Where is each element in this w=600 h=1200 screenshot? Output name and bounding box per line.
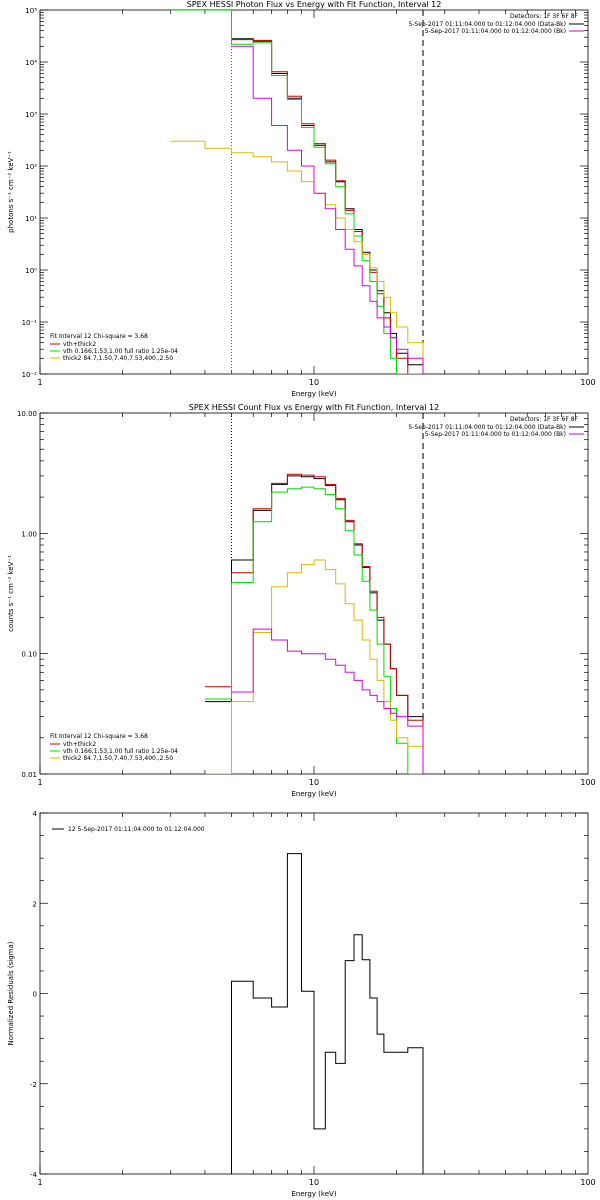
chart-0-x-axis-label: Energy (keV) xyxy=(291,390,336,398)
chart-1-y-tick-label: 1.00 xyxy=(21,530,37,538)
chart-0-y-tick-label: 10¹ xyxy=(25,215,37,223)
chart-0-legend-right-text: 5-Sep-2017 01:11:04.000 to 01:12:04.000 … xyxy=(425,28,566,35)
photon-flux-panel: SPEX HESSI Photon Flux vs Energy with Fi… xyxy=(7,0,596,398)
chart-1-y-tick-label: 0.10 xyxy=(21,651,37,659)
chart-0-y-tick-label: 10⁵ xyxy=(25,7,37,15)
chart-0-title: SPEX HESSI Photon Flux vs Energy with Fi… xyxy=(187,0,442,9)
chart-2-y-tick-label: -2 xyxy=(30,1081,37,1089)
chart-0-y-tick-label: 10³ xyxy=(25,111,37,119)
chart-0-series-green xyxy=(170,10,423,374)
chart-0-detectors-label: Detectors: 1F 3F 6F 8F xyxy=(510,13,579,20)
chart-0-x-tick-label: 10 xyxy=(309,378,319,387)
chart-1-y-axis-label: counts s⁻¹ cm⁻² keV⁻¹ xyxy=(7,555,15,632)
chart-0-legend-right-text: 5-Sep-2017 01:11:04.000 to 01:12:04.000 … xyxy=(408,21,566,28)
chart-1-legend-left-text: vth+thick2 xyxy=(63,741,96,748)
chart-2-legend-text: 12 5-Sep-2017 01:11:04.000 to 01:12:04.0… xyxy=(68,826,205,833)
chart-0-series-black xyxy=(170,10,424,374)
chart-0-series-yellow xyxy=(170,140,424,374)
chart-1-legend-left-text: vth 0.166,1.53,1.00 full ratio 1.25e-04 xyxy=(63,748,178,755)
chart-0-y-tick-label: 10⁴ xyxy=(25,59,37,67)
chart-2-y-axis-label: Normalized Residuals (sigma) xyxy=(7,941,15,1045)
chart-1-x-tick-label: 100 xyxy=(580,778,595,787)
chart-2-y-tick-label: 4 xyxy=(33,810,38,818)
chart-1-y-tick-label: 0.01 xyxy=(21,771,37,779)
chart-1-series-black xyxy=(205,475,424,774)
chart-1-y-tick-label: 10.00 xyxy=(17,410,37,418)
chart-2-y-tick-label: 2 xyxy=(33,900,37,908)
chart-1-legend-left-text: thick2 84.7,1.50,7.40,7.53,400.,2.50 xyxy=(63,755,173,762)
chart-1-series-yellow xyxy=(205,559,424,774)
chart-0-y-tick-label: 10² xyxy=(25,163,37,171)
chart-0-series-magenta xyxy=(231,45,424,374)
count-flux-panel: SPEX HESSI Count Flux vs Energy with Fit… xyxy=(7,403,596,798)
chart-0-series-red xyxy=(170,10,423,374)
chart-1-x-axis-label: Energy (keV) xyxy=(291,790,336,798)
chart-0-legend-left-text: thick2 84.7,1.50,7.40,7.53,400.,2.50 xyxy=(63,355,173,362)
chart-1-series-group xyxy=(205,473,424,774)
chart-0-y-tick-label: 10⁰ xyxy=(25,267,37,275)
chart-0-y-tick-label: 10⁻¹ xyxy=(22,319,38,327)
chart-1-x-tick-label: 10 xyxy=(309,778,319,787)
chart-2-y-tick-label: -4 xyxy=(30,1171,38,1179)
chart-2-series-black xyxy=(231,853,424,1174)
chart-1-series-red xyxy=(205,473,424,774)
chart-2-x-tick-label: 10 xyxy=(309,1178,319,1187)
chart-0-y-tick-label: 10⁻² xyxy=(22,371,38,379)
chart-0-x-tick-label: 1 xyxy=(37,378,42,387)
chart-1-x-tick-label: 1 xyxy=(37,778,42,787)
chart-2-series-group xyxy=(231,853,424,1174)
chart-1-legend-right-text: 5-Sep-2017 01:11:04.000 to 01:12:04.000 … xyxy=(425,431,566,438)
chart-0-x-tick-label: 100 xyxy=(580,378,595,387)
residuals-panel: 1 10 100 -4 -2 0 2 4 Energy (keV) Normalized Resi… xyxy=(7,810,596,1198)
chart-0-fit-interval-label: Fit Interval 12 Chi-square = 3.68 xyxy=(50,333,148,340)
chart-1-legend-right-text: 5-Sep-2017 01:11:04.000 to 01:12:04.000 … xyxy=(408,424,566,431)
chart-2-x-tick-label: 100 xyxy=(580,1178,595,1187)
chart-1-series-magenta xyxy=(231,628,424,774)
chart-1-fit-interval-label: Fit Interval 12 Chi-square = 3.68 xyxy=(50,733,148,740)
chart-0-legend-left-text: vth 0.166,1.53,1.00 full ratio 1.25e-04 xyxy=(63,348,178,355)
chart-1-plot-frame xyxy=(39,412,589,775)
chart-1-series-green xyxy=(205,486,423,774)
chart-2-x-axis-label: Energy (keV) xyxy=(291,1190,336,1198)
chart-2-y-tick-label: 0 xyxy=(33,991,37,999)
chart-2-x-tick-label: 1 xyxy=(37,1178,42,1187)
chart-1-title: SPEX HESSI Count Flux vs Energy with Fit… xyxy=(189,403,440,412)
chart-0-legend-left-text: vth+thick2 xyxy=(63,341,96,348)
chart-0-series-group xyxy=(170,10,424,374)
chart-1-detectors-label: Detectors: 1F 3F 6F 8F xyxy=(510,416,579,423)
chart-0-y-axis-label: photons s⁻¹ cm⁻² keV⁻¹ xyxy=(7,151,15,233)
